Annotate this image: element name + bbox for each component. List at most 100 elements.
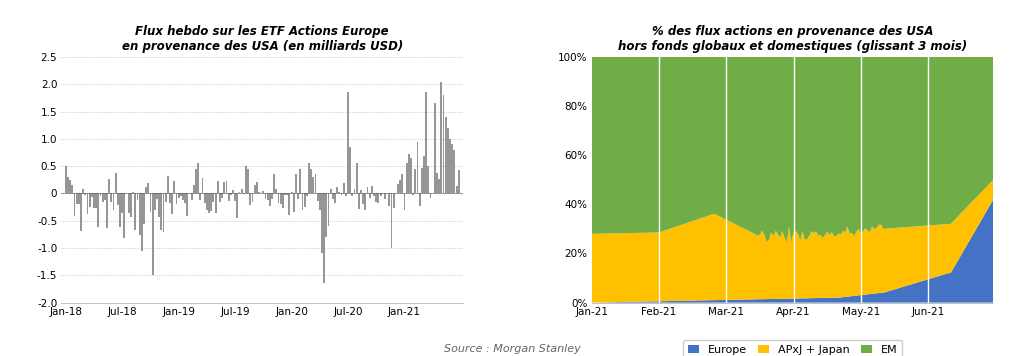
Bar	[208, 193, 210, 213]
Bar	[167, 177, 169, 193]
Bar	[388, 193, 390, 206]
Bar	[223, 182, 225, 193]
Bar	[369, 193, 371, 198]
Bar	[450, 139, 451, 193]
Bar	[310, 169, 312, 193]
Bar	[365, 193, 367, 210]
Bar	[250, 193, 251, 205]
Bar	[397, 184, 399, 193]
Bar	[141, 193, 142, 251]
Bar	[258, 192, 260, 193]
Bar	[430, 193, 431, 198]
Bar	[243, 193, 245, 194]
Bar	[252, 193, 253, 202]
Bar	[326, 193, 328, 237]
Bar	[417, 142, 419, 193]
Bar	[80, 193, 82, 231]
Bar	[136, 193, 138, 200]
Title: Flux hebdo sur les ETF Actions Europe
en provenance des USA (en milliards USD): Flux hebdo sur les ETF Actions Europe en…	[122, 25, 402, 53]
Bar	[401, 174, 403, 193]
Bar	[173, 181, 175, 193]
Bar	[182, 193, 184, 200]
Bar	[384, 193, 386, 199]
Bar	[97, 193, 99, 226]
Bar	[332, 193, 334, 199]
Bar	[351, 193, 353, 196]
Bar	[334, 193, 336, 203]
Bar	[444, 117, 446, 193]
Bar	[219, 193, 221, 202]
Bar	[152, 193, 154, 275]
Bar	[403, 193, 406, 210]
Bar	[295, 174, 297, 193]
Bar	[111, 193, 113, 202]
Bar	[287, 193, 288, 195]
Bar	[278, 193, 280, 203]
Bar	[109, 179, 111, 193]
Bar	[217, 181, 219, 193]
Bar	[124, 193, 125, 238]
Bar	[299, 169, 301, 193]
Bar	[156, 193, 158, 199]
Bar	[70, 180, 71, 193]
Bar	[138, 193, 140, 235]
Bar	[293, 193, 295, 213]
Bar	[202, 178, 204, 193]
Bar	[373, 193, 375, 196]
Bar	[229, 193, 231, 195]
Bar	[245, 166, 247, 193]
Bar	[145, 187, 147, 193]
Bar	[190, 193, 193, 200]
Bar	[371, 186, 373, 193]
Bar	[93, 193, 95, 208]
Bar	[436, 173, 438, 193]
Bar	[273, 174, 275, 193]
Bar	[360, 190, 361, 193]
Bar	[169, 193, 171, 203]
Bar	[163, 193, 165, 232]
Bar	[150, 193, 152, 211]
Bar	[390, 193, 392, 248]
Bar	[262, 192, 264, 193]
Bar	[410, 158, 412, 193]
Bar	[269, 193, 270, 206]
Bar	[289, 193, 291, 215]
Bar	[328, 193, 330, 226]
Bar	[408, 154, 410, 193]
Bar	[175, 193, 177, 204]
Bar	[336, 187, 338, 193]
Bar	[308, 163, 310, 193]
Bar	[312, 177, 314, 193]
Bar	[355, 163, 357, 193]
Bar	[297, 193, 299, 199]
Bar	[399, 180, 401, 193]
Bar	[314, 174, 316, 193]
Bar	[376, 193, 377, 202]
Bar	[406, 163, 408, 193]
Bar	[74, 193, 76, 216]
Bar	[330, 189, 332, 193]
Bar	[362, 193, 365, 204]
Bar	[341, 193, 342, 195]
Bar	[95, 193, 97, 208]
Bar	[367, 187, 369, 193]
Bar	[425, 93, 427, 193]
Bar	[440, 82, 442, 193]
Bar	[380, 193, 382, 196]
Bar	[215, 193, 216, 213]
Bar	[306, 193, 307, 196]
Bar	[180, 193, 182, 196]
Bar	[204, 193, 206, 204]
Bar	[419, 193, 421, 206]
Bar	[234, 193, 237, 201]
Bar	[353, 189, 355, 193]
Bar	[184, 193, 186, 203]
Bar	[76, 193, 78, 204]
Bar	[427, 166, 429, 193]
Bar	[104, 193, 105, 200]
Bar	[392, 193, 394, 208]
Bar	[196, 169, 197, 193]
Bar	[91, 193, 93, 197]
Bar	[434, 103, 436, 193]
Bar	[446, 128, 449, 193]
